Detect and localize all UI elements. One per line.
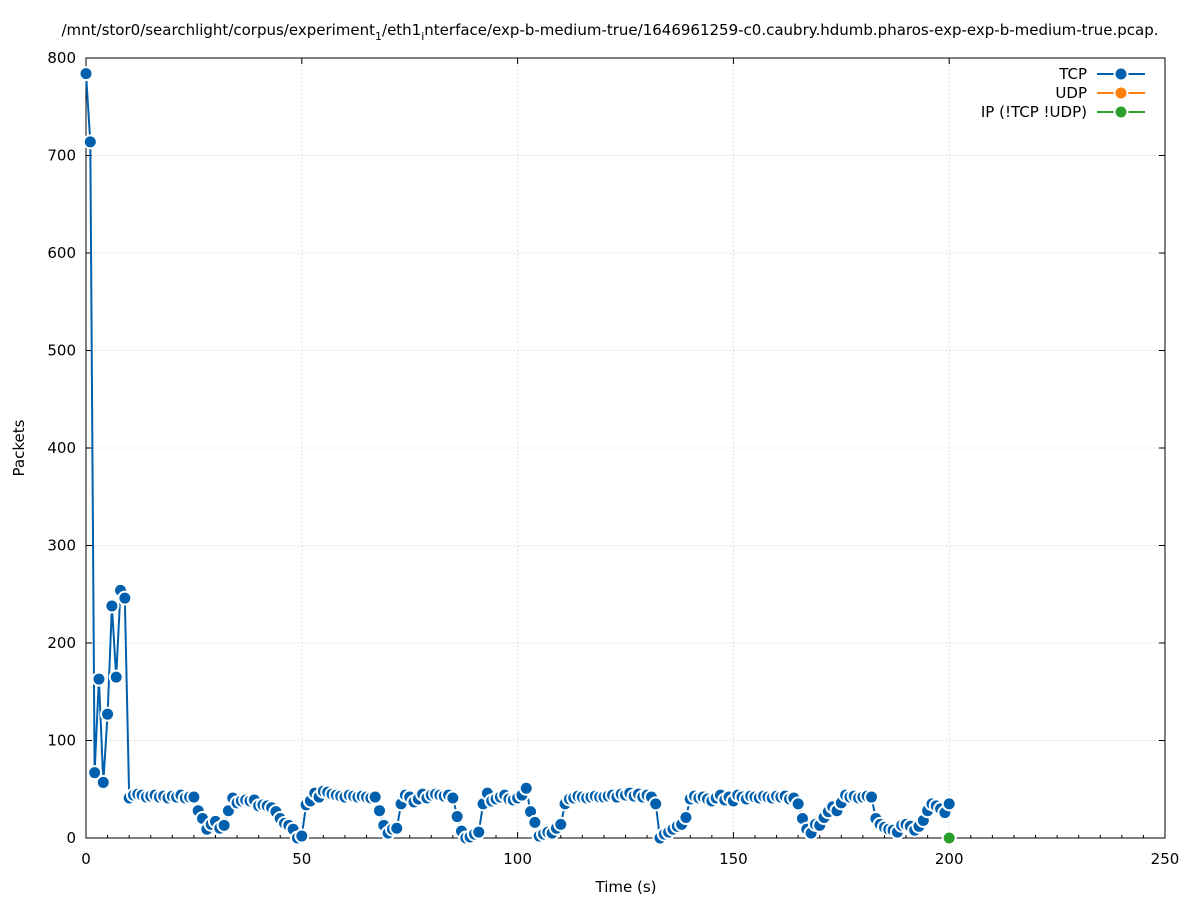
axes: 0 50 100 150 200 250 0 100 200 300 400 500 600 700 800 xyxy=(47,49,1179,868)
data-point xyxy=(520,782,532,794)
data-point xyxy=(792,798,804,810)
x-axis-label: Time (s) xyxy=(595,878,657,896)
legend-marker xyxy=(1115,106,1127,118)
data-point xyxy=(80,68,92,80)
y-tick-label: 300 xyxy=(47,537,76,555)
data-point xyxy=(943,832,955,844)
data-point xyxy=(447,792,459,804)
legend-marker xyxy=(1115,68,1127,80)
x-tick-label: 250 xyxy=(1151,850,1180,868)
data-point xyxy=(451,811,463,823)
data-point xyxy=(525,806,537,818)
data-point xyxy=(866,791,878,803)
data-point xyxy=(296,830,308,842)
legend-label: TCP xyxy=(1058,65,1087,83)
plot-frame xyxy=(85,57,1166,839)
data-point xyxy=(218,819,230,831)
data-point xyxy=(97,776,109,788)
data-point xyxy=(188,791,200,803)
data-point xyxy=(119,592,131,604)
series-line-0 xyxy=(85,73,951,841)
data-point xyxy=(222,805,234,817)
data-point xyxy=(110,671,122,683)
y-tick-label: 0 xyxy=(66,829,76,847)
x-tick-label: 200 xyxy=(935,850,964,868)
data-point xyxy=(93,673,105,685)
data-point xyxy=(473,826,485,838)
series-layer xyxy=(78,66,957,846)
y-tick-label: 500 xyxy=(47,342,76,360)
y-tick-label: 400 xyxy=(47,439,76,457)
chart-title: /mnt/stor0/searchlight/corpus/experiment… xyxy=(62,21,1159,43)
legend-marker xyxy=(1115,87,1127,99)
y-tick-label: 200 xyxy=(47,634,76,652)
y-tick-label: 100 xyxy=(47,732,76,750)
y-tick-label: 700 xyxy=(47,147,76,165)
y-tick-label: 600 xyxy=(47,244,76,262)
data-point xyxy=(796,813,808,824)
x-tick-label: 150 xyxy=(719,850,748,868)
grid-lines xyxy=(86,58,1165,838)
x-tick-label: 0 xyxy=(81,850,91,868)
data-point xyxy=(106,600,118,612)
data-point xyxy=(84,136,96,148)
data-point xyxy=(373,805,385,817)
data-point xyxy=(391,822,403,834)
x-tick-label: 50 xyxy=(292,850,311,868)
data-point xyxy=(369,791,381,803)
data-point xyxy=(529,816,541,828)
data-point xyxy=(943,798,955,810)
y-axis-label: Packets xyxy=(10,419,28,476)
data-point xyxy=(555,818,567,830)
legend-label: UDP xyxy=(1055,84,1087,102)
data-point xyxy=(89,767,101,779)
data-point xyxy=(102,708,114,720)
data-point xyxy=(680,812,692,824)
x-tick-label: 100 xyxy=(503,850,532,868)
y-tick-label: 800 xyxy=(47,49,76,67)
legend-label: IP (!TCP !UDP) xyxy=(981,103,1087,121)
data-point xyxy=(650,798,662,810)
